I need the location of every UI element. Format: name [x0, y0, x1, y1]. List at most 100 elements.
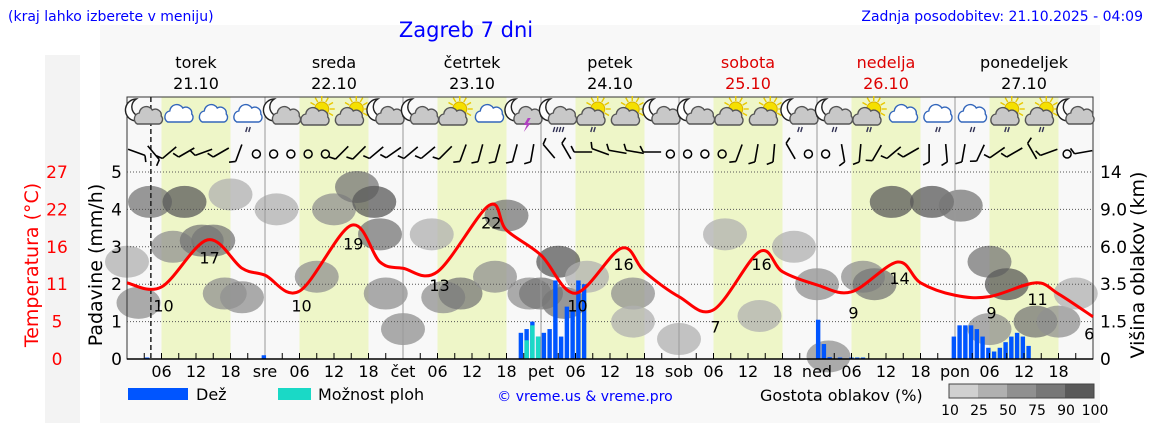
cloud-shape [610, 106, 641, 126]
barb-shaft [147, 145, 160, 161]
cloud-scale-label: 100 [1082, 403, 1109, 419]
barb-feather [397, 155, 405, 160]
cloud-scale-swatch [1036, 384, 1065, 398]
temperature-line [126, 202, 1094, 319]
barb-feather [570, 145, 575, 153]
sun-ray [466, 112, 472, 117]
wind-barb-icon [969, 144, 985, 163]
rain-mark [800, 126, 803, 133]
barb-shaft [368, 146, 384, 160]
precip-axis-label: Padavine (mm/h) [85, 184, 107, 347]
rain-bar [1014, 332, 1020, 359]
wind-barb-icon [488, 144, 501, 164]
precip-tick: 3 [111, 238, 122, 258]
sun-cloud-icon [610, 96, 646, 126]
precip-tick: 0 [111, 350, 122, 370]
x-tick-hour: 18 [910, 362, 930, 381]
wind-barb-icon [127, 148, 147, 163]
location-hint: (kraj lahko izberete v meniju) [8, 9, 214, 25]
night-drizzle-icon [814, 98, 854, 133]
wind-barb-icon [453, 144, 467, 163]
cloud-shape [164, 103, 194, 123]
wind-calm-icon [251, 149, 262, 159]
barb-shaft [975, 144, 985, 162]
x-tick-hour: 18 [358, 362, 378, 381]
rain-bar [518, 332, 524, 359]
barb-shaft [542, 143, 556, 159]
barb-shaft [1040, 148, 1058, 157]
cloud-blob [1053, 277, 1098, 310]
temp-tick: 27 [46, 163, 68, 183]
rain-bar [963, 325, 968, 359]
cloud-scale-swatch [1007, 384, 1036, 398]
barb-shaft [352, 145, 367, 160]
day-name: torek [175, 53, 217, 72]
x-tick-hour: 18 [1048, 362, 1068, 381]
sun-ray [349, 97, 353, 103]
rain-bar [974, 329, 980, 359]
sun-ray [620, 101, 626, 106]
cloud-shape [852, 106, 882, 126]
sun-ray [1052, 101, 1058, 106]
sun-ray [1052, 112, 1058, 117]
rain-mark [972, 126, 976, 133]
wind-barb-icon [542, 137, 556, 159]
barb-feather [189, 150, 196, 157]
cloud-shape [271, 105, 302, 125]
x-tick-day: pet [528, 362, 554, 381]
sun-ray [604, 101, 610, 106]
rain-bar [1009, 336, 1014, 359]
temperature-label: 9 [986, 304, 996, 323]
cloud-shape [409, 105, 440, 125]
rain-mark [969, 126, 973, 133]
temperature-label: 6 [1084, 324, 1094, 343]
sun-ray [1034, 101, 1040, 106]
rain-mark [590, 126, 593, 133]
barb-shaft [334, 145, 349, 160]
cloud-scale-label: 10 [941, 403, 959, 419]
rain-bar [1020, 336, 1026, 359]
wind-barb-icon [766, 143, 776, 166]
cloud-shape [133, 105, 164, 125]
cloud-blob [484, 199, 529, 232]
rain-mark [245, 126, 248, 133]
grid [126, 96, 1094, 360]
cloud-shape [957, 103, 988, 123]
sun-ray [463, 97, 467, 103]
barb-shaft [858, 143, 862, 163]
barb-feather [207, 152, 214, 158]
temperature-label: 17 [199, 248, 219, 267]
precip-tick: 1 [111, 313, 122, 333]
wind-barbs [127, 137, 1093, 167]
rain-bar [986, 347, 991, 359]
x-tick-hour: 12 [876, 362, 896, 381]
wind-barb-icon [397, 146, 419, 160]
wind-calm-icon [286, 149, 296, 159]
cloud-blob [363, 277, 408, 310]
copyright-link[interactable]: © vreme.us & vreme.pro [497, 389, 672, 405]
wind-barb-icon [1026, 137, 1038, 160]
barb-feather [838, 161, 846, 167]
barb-feather [729, 160, 737, 163]
page-title: Zagreb 7 dni [399, 18, 533, 42]
cloud-blob [869, 185, 914, 218]
sun-ray [776, 101, 782, 106]
daylight-band [299, 97, 369, 359]
barb-feather [785, 137, 791, 144]
rain-bar [553, 280, 558, 359]
cloud-blob [352, 185, 397, 218]
barb-feather [766, 161, 774, 166]
wind-barb-icon [561, 137, 572, 160]
barb-shaft [961, 143, 966, 162]
cloud-density-scale: 10 25 50 75 90 100 [941, 383, 1109, 419]
sun-cloud-drizzle-icon [1024, 96, 1060, 133]
sun-ray [601, 97, 605, 103]
sun-ray [763, 97, 767, 103]
barb-feather [505, 160, 513, 164]
temp-axis-panel [45, 55, 80, 423]
wind-barb-icon [955, 143, 966, 165]
cloud-shape [375, 105, 405, 125]
wind-calm-icon [820, 149, 831, 159]
wind-barb-icon [748, 143, 759, 165]
night-cloud-icon [366, 98, 405, 125]
